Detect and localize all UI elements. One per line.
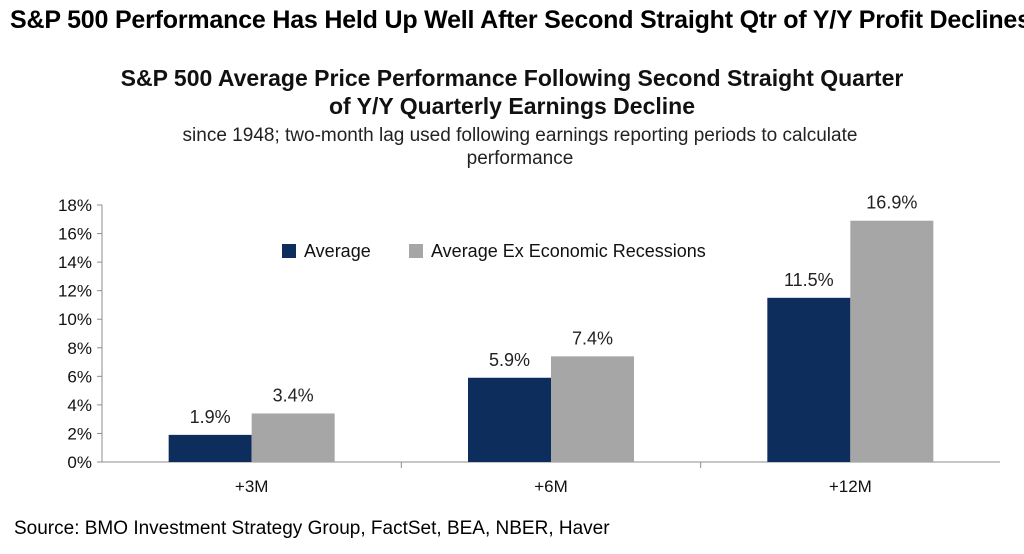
y-tick-label: 0%: [67, 453, 92, 472]
chart-legend: Average Average Ex Economic Recessions: [282, 241, 706, 261]
data-label: 16.9%: [866, 193, 917, 213]
chart-data-labels: 1.9% 3.4% 5.9% 7.4% 11.5% 16.9%: [190, 193, 918, 427]
bar: [767, 297, 851, 462]
data-label: 11.5%: [784, 270, 834, 290]
y-tick-label: 16%: [58, 225, 92, 244]
y-tick-label: 2%: [67, 424, 92, 443]
x-tick-label: +12M: [829, 477, 872, 496]
x-tick-label: +6M: [534, 477, 568, 496]
bar: [551, 356, 634, 462]
legend-swatch: [409, 244, 423, 258]
chart-subtitle-line-2: performance: [466, 148, 574, 169]
y-tick-label: 8%: [67, 339, 92, 358]
legend-label: Average Ex Economic Recessions: [431, 241, 706, 261]
chart-title: S&P 500 Average Price Performance Follow…: [0, 64, 1024, 120]
y-tick-label: 10%: [58, 310, 92, 329]
data-label: 3.4%: [273, 385, 314, 405]
y-tick-label: 18%: [58, 196, 92, 215]
y-tick-label: 6%: [67, 367, 92, 386]
bar: [850, 220, 934, 462]
bar: [468, 377, 551, 462]
data-label: 1.9%: [190, 407, 231, 427]
source-note: Source: BMO Investment Strategy Group, F…: [14, 518, 610, 539]
bar: [251, 413, 335, 462]
data-label: 5.9%: [489, 350, 530, 370]
data-label: 7.4%: [572, 328, 613, 348]
chart-subtitle-line-1: since 1948; two-month lag used following…: [182, 125, 858, 146]
bar: [168, 434, 252, 462]
y-tick-label: 14%: [58, 253, 92, 272]
x-tick-label: +3M: [235, 477, 269, 496]
chart-bars: [168, 220, 934, 462]
y-tick-label: 12%: [58, 282, 92, 301]
chart-title-line-2: of Y/Y Quarterly Earnings Decline: [328, 93, 695, 119]
page-headline: S&P 500 Performance Has Held Up Well Aft…: [10, 6, 1024, 34]
legend-swatch: [282, 244, 296, 258]
legend-label: Average: [304, 241, 371, 261]
y-tick-label: 4%: [67, 396, 92, 415]
chart-title-line-1: S&P 500 Average Price Performance Follow…: [120, 65, 904, 91]
chart-subtitle: since 1948; two-month lag used following…: [120, 124, 920, 170]
